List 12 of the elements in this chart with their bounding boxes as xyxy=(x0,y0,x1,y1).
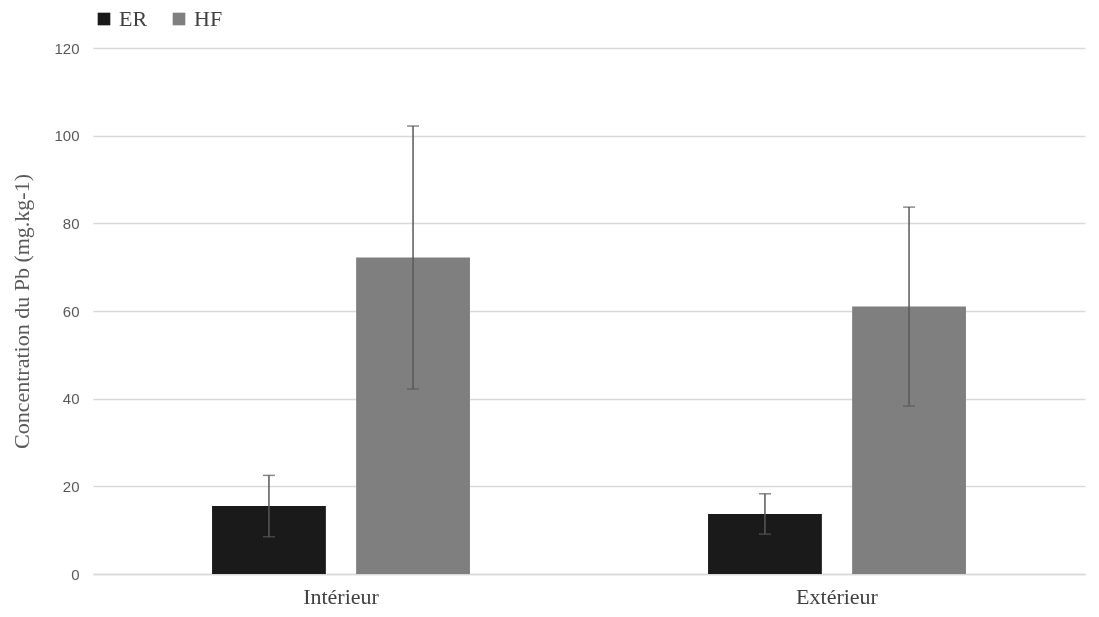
y-tick-label: 60 xyxy=(62,302,80,320)
y-tick-label: 20 xyxy=(62,477,80,495)
y-tick-label: 120 xyxy=(54,39,80,57)
y-axis-title: Concentration du Pb (mg.kg-1) xyxy=(9,174,35,449)
x-tick-label: Intérieur xyxy=(303,583,380,609)
y-tick-label: 100 xyxy=(54,127,80,145)
legend-label: HF xyxy=(194,6,223,31)
y-tick-label: 40 xyxy=(62,390,80,408)
y-tick-label: 80 xyxy=(62,214,80,232)
y-tick-label: 0 xyxy=(71,565,80,583)
legend-label: ER xyxy=(119,6,148,31)
x-tick-label: Extérieur xyxy=(796,583,879,609)
